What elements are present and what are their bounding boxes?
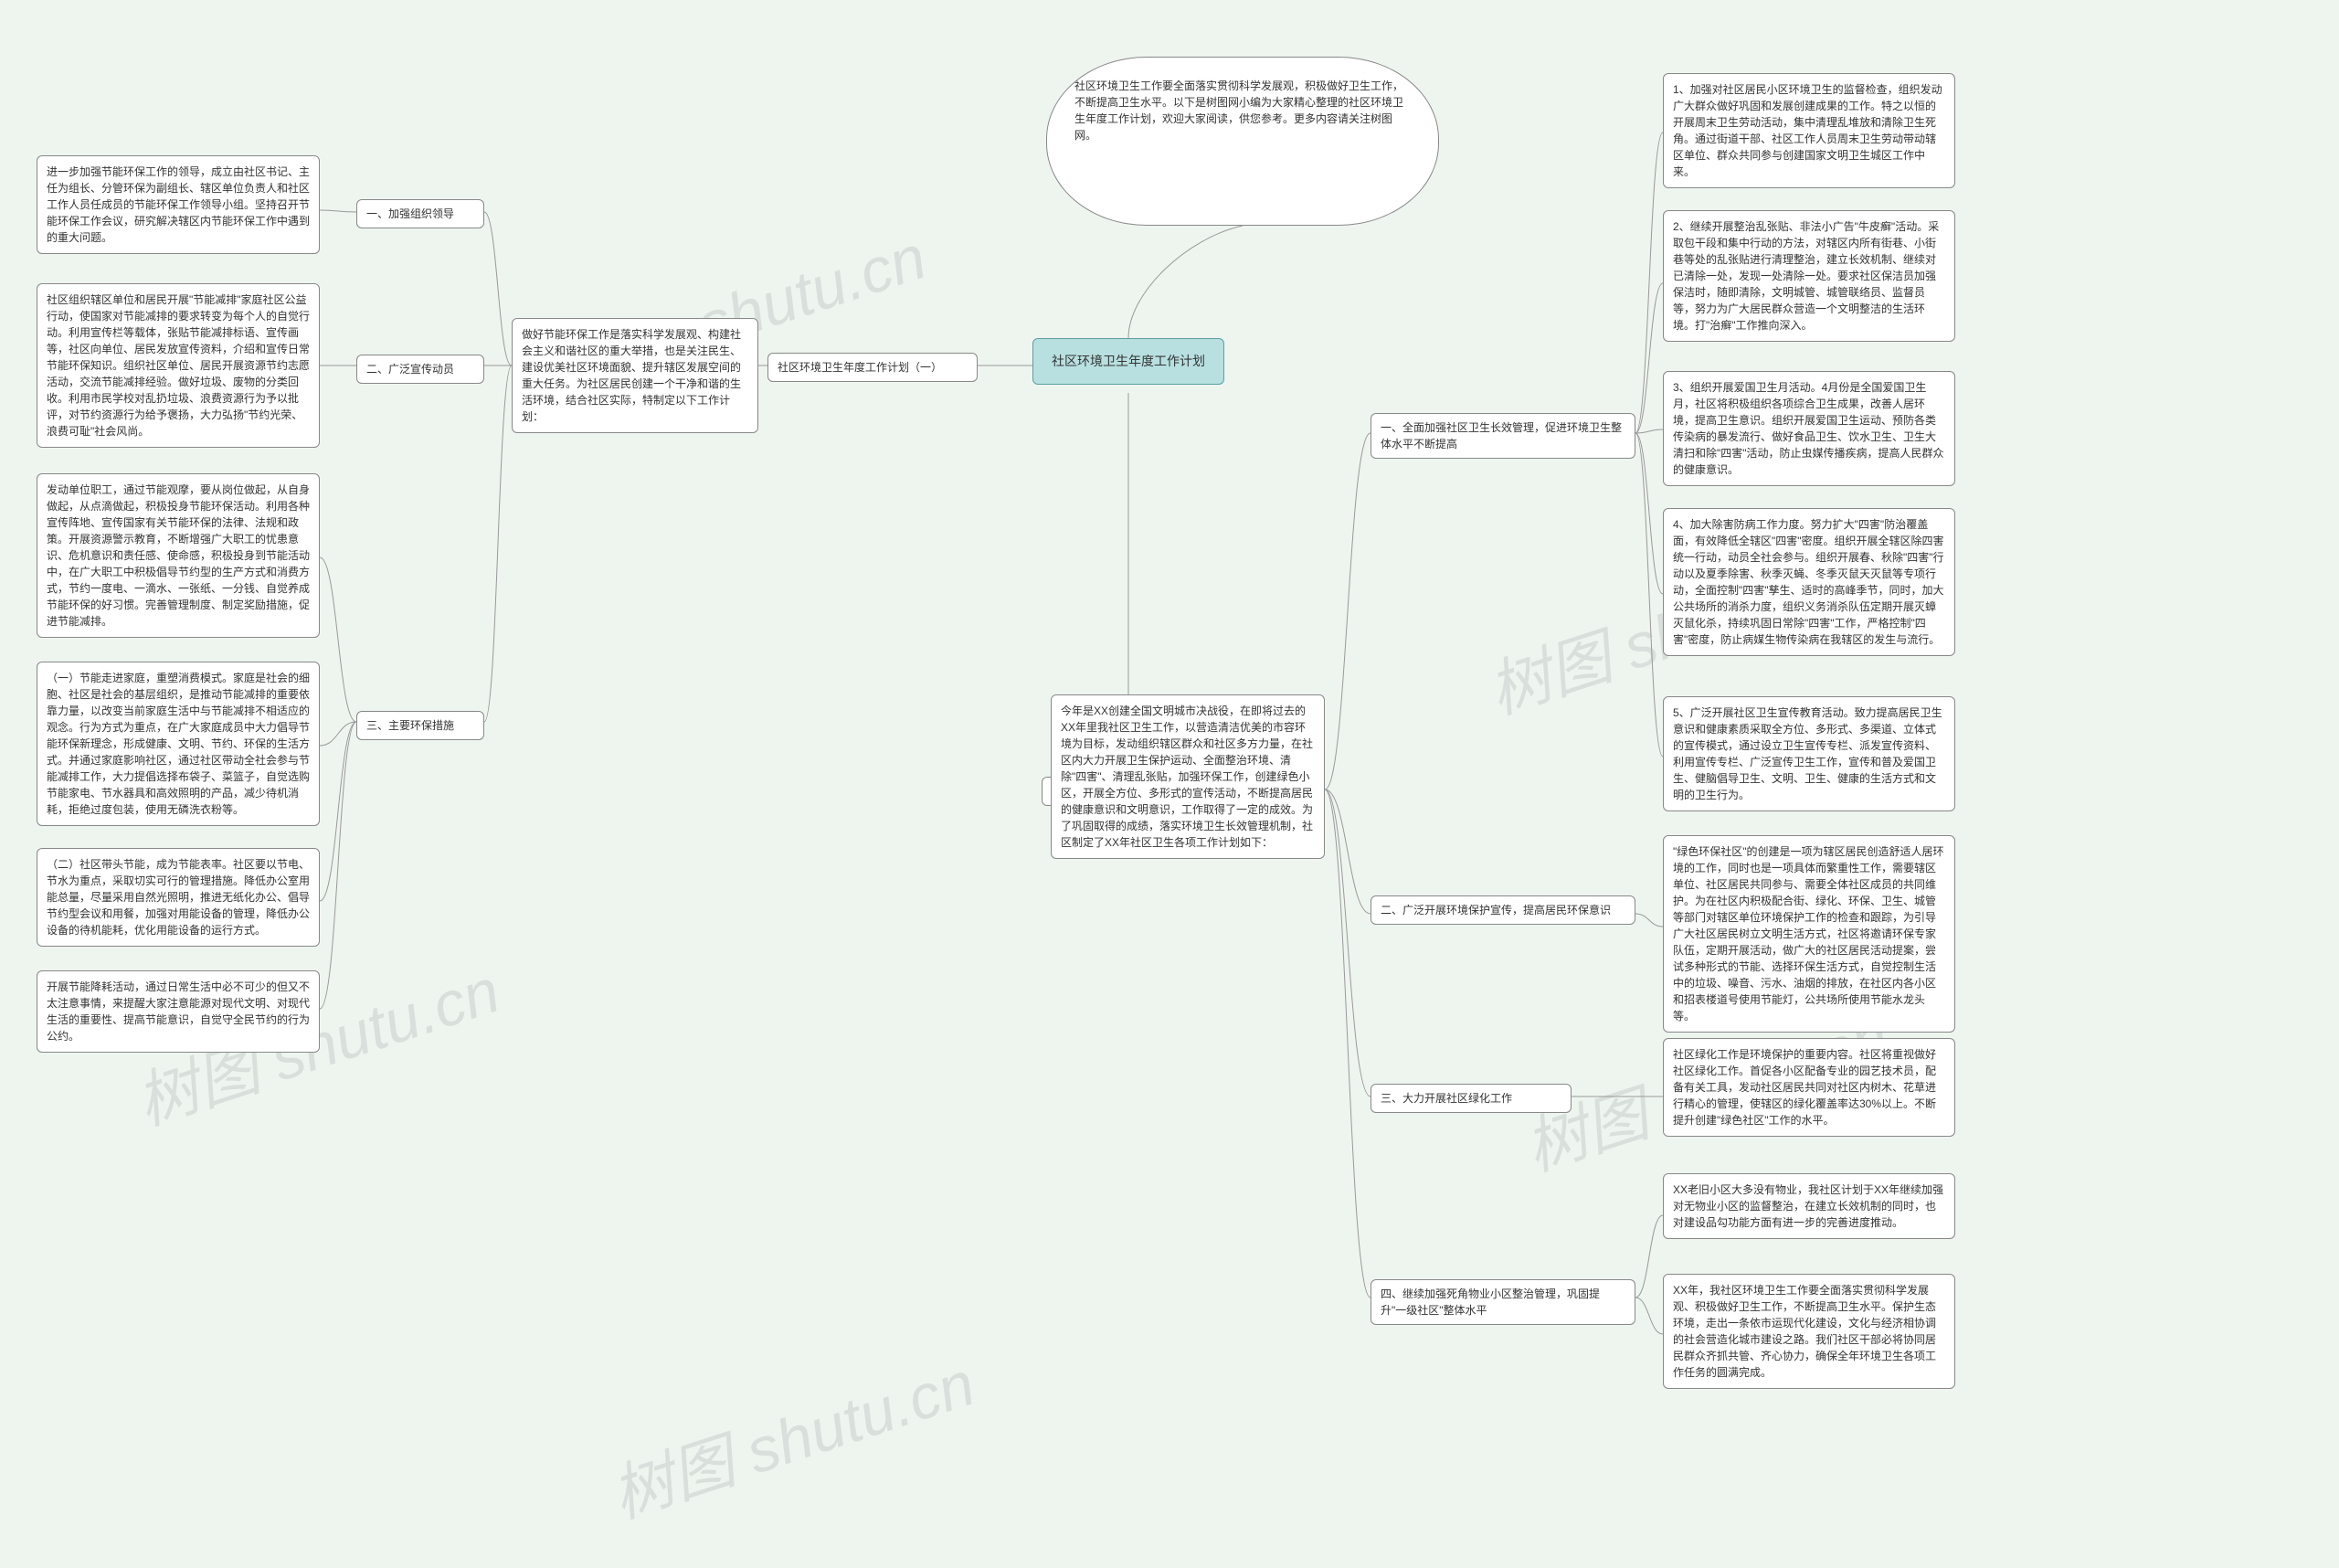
mindmap-root[interactable]: 社区环境卫生年度工作计划 bbox=[1032, 338, 1224, 385]
left-item-2-label[interactable]: 二、广泛宣传动员 bbox=[356, 355, 484, 384]
right-item-2-label[interactable]: 二、广泛开展环境保护宣传，提高居民环保意识 bbox=[1371, 895, 1635, 925]
right-item-3-label[interactable]: 三、大力开展社区绿化工作 bbox=[1371, 1084, 1572, 1113]
left-item-1-label[interactable]: 一、加强组织领导 bbox=[356, 199, 484, 228]
left-item-3-sub-1: 发动单位职工，通过节能观摩，要从岗位做起，从自身做起，从点滴做起，积极投身节能环… bbox=[37, 473, 320, 638]
left-item-3-label[interactable]: 三、主要环保措施 bbox=[356, 711, 484, 740]
left-item-1-body: 进一步加强节能环保工作的领导，成立由社区书记、主任为组长、分管环保为副组长、辖区… bbox=[37, 155, 320, 254]
right-item-3-body: 社区绿化工作是环境保护的重要内容。社区将重视做好社区绿化工作。首促各小区配备专业… bbox=[1663, 1038, 1955, 1137]
right-item-1-sub-2: 2、继续开展整治乱张贴、非法小广告"牛皮癣"活动。采取包干段和集中行动的方法，对… bbox=[1663, 210, 1955, 342]
right-item-1-label[interactable]: 一、全面加强社区卫生长效管理，促进环境卫生整体水平不断提高 bbox=[1371, 413, 1635, 459]
left-item-2-body: 社区组织辖区单位和居民开展"节能减排"家庭社区公益行动，使国家对节能减排的要求转… bbox=[37, 283, 320, 448]
intro-bubble: 社区环境卫生工作要全面落实贯彻科学发展观，积极做好卫生工作，不断提高卫生水平。以… bbox=[1046, 57, 1439, 226]
right-item-2-body: "绿色环保社区"的创建是一项为辖区居民创造舒适人居环境的工作，同时也是一项具体而… bbox=[1663, 835, 1955, 1033]
right-item-1-sub-1: 1、加强对社区居民小区环境卫生的监督检查，组织发动广大群众做好巩固和发展创建成果… bbox=[1663, 73, 1955, 188]
right-item-4-label[interactable]: 四、继续加强死角物业小区整治管理，巩固提升"一级社区"整体水平 bbox=[1371, 1279, 1635, 1325]
right-item-1-sub-5: 5、广泛开展社区卫生宣传教育活动。致力提高居民卫生意识和健康素质采取全方位、多形… bbox=[1663, 696, 1955, 811]
right-item-1-sub-4: 4、加大除害防病工作力度。努力扩大"四害"防治覆盖面，有效降低全辖区"四害"密度… bbox=[1663, 508, 1955, 656]
branch-label-left[interactable]: 社区环境卫生年度工作计划（一） bbox=[767, 353, 978, 382]
right-item-4-sub-1: XX老旧小区大多没有物业，我社区计划于XX年继续加强对无物业小区的监督整治，在建… bbox=[1663, 1173, 1955, 1239]
right-summary: 今年是XX创建全国文明城市决战役，在即将过去的XX年里我社区卫生工作，以营造清洁… bbox=[1051, 694, 1325, 859]
left-item-3-sub-3: （二）社区带头节能，成为节能表率。社区要以节电、节水为重点，采取切实可行的管理措… bbox=[37, 848, 320, 947]
watermark: 树图 shutu.cn bbox=[598, 1333, 984, 1535]
left-item-3-sub-2: （一）节能走进家庭，重塑消费模式。家庭是社会的细胞、社区是社会的基层组织，是推动… bbox=[37, 662, 320, 826]
right-item-4-sub-2: XX年，我社区环境卫生工作要全面落实贯彻科学发展观、积极做好卫生工作，不断提高卫… bbox=[1663, 1274, 1955, 1389]
left-summary: 做好节能环保工作是落实科学发展观、构建社会主义和谐社区的重大举措，也是关注民生、… bbox=[512, 318, 758, 433]
left-item-3-sub-4: 开展节能降耗活动，通过日常生活中必不可少的但又不太注意事情，来提醒大家注意能源对… bbox=[37, 970, 320, 1053]
right-item-1-sub-3: 3、组织开展爱国卫生月活动。4月份是全国爱国卫生月，社区将积极组织各项综合卫生成… bbox=[1663, 371, 1955, 486]
